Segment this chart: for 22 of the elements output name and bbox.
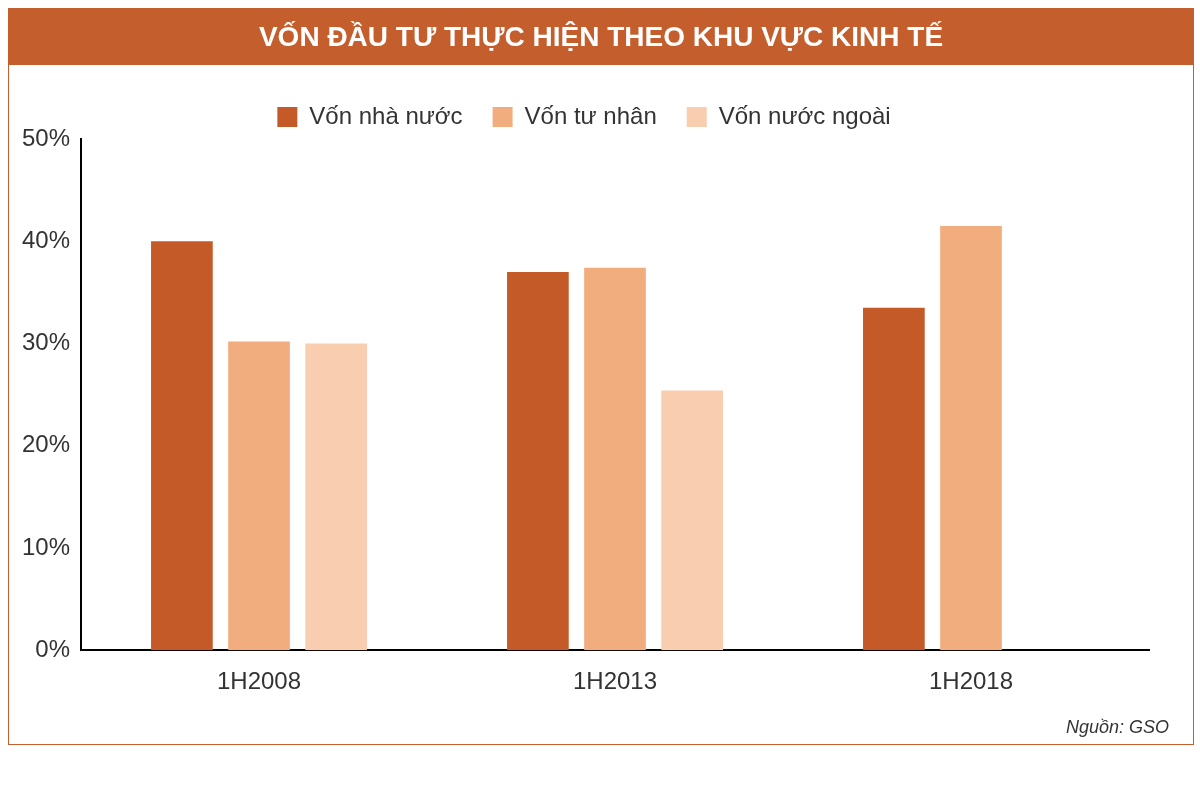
- bar: [584, 267, 646, 651]
- bar: [305, 343, 368, 651]
- bar: [661, 390, 723, 651]
- bar: [228, 341, 290, 651]
- y-tick-label: 50%: [21, 123, 71, 151]
- legend-label: Vốn tư nhân: [524, 101, 657, 129]
- bar: [507, 271, 569, 651]
- x-tick-label: 1H2013: [572, 667, 658, 695]
- bar: [151, 241, 213, 651]
- y-tick-label: 40%: [21, 225, 71, 253]
- y-tick-label: 30%: [21, 328, 71, 356]
- chart-title: VỐN ĐẦU TƯ THỰC HIỆN THEO KHU VỰC KINH TẾ: [9, 9, 1193, 65]
- text: Nguồn: GSO: [1064, 716, 1170, 739]
- bar: [863, 307, 925, 651]
- y-tick-label: 0%: [35, 634, 71, 662]
- legend-label: Vốn nước ngoài: [718, 101, 891, 129]
- bar: [940, 225, 1002, 651]
- x-tick-label: 1H2018: [928, 667, 1014, 695]
- y-tick-label: 10%: [21, 532, 71, 560]
- x-tick-label: 1H2008: [216, 667, 302, 695]
- y-tick-label: 20%: [21, 430, 71, 458]
- legend-label: Vốn nhà nước: [309, 101, 463, 129]
